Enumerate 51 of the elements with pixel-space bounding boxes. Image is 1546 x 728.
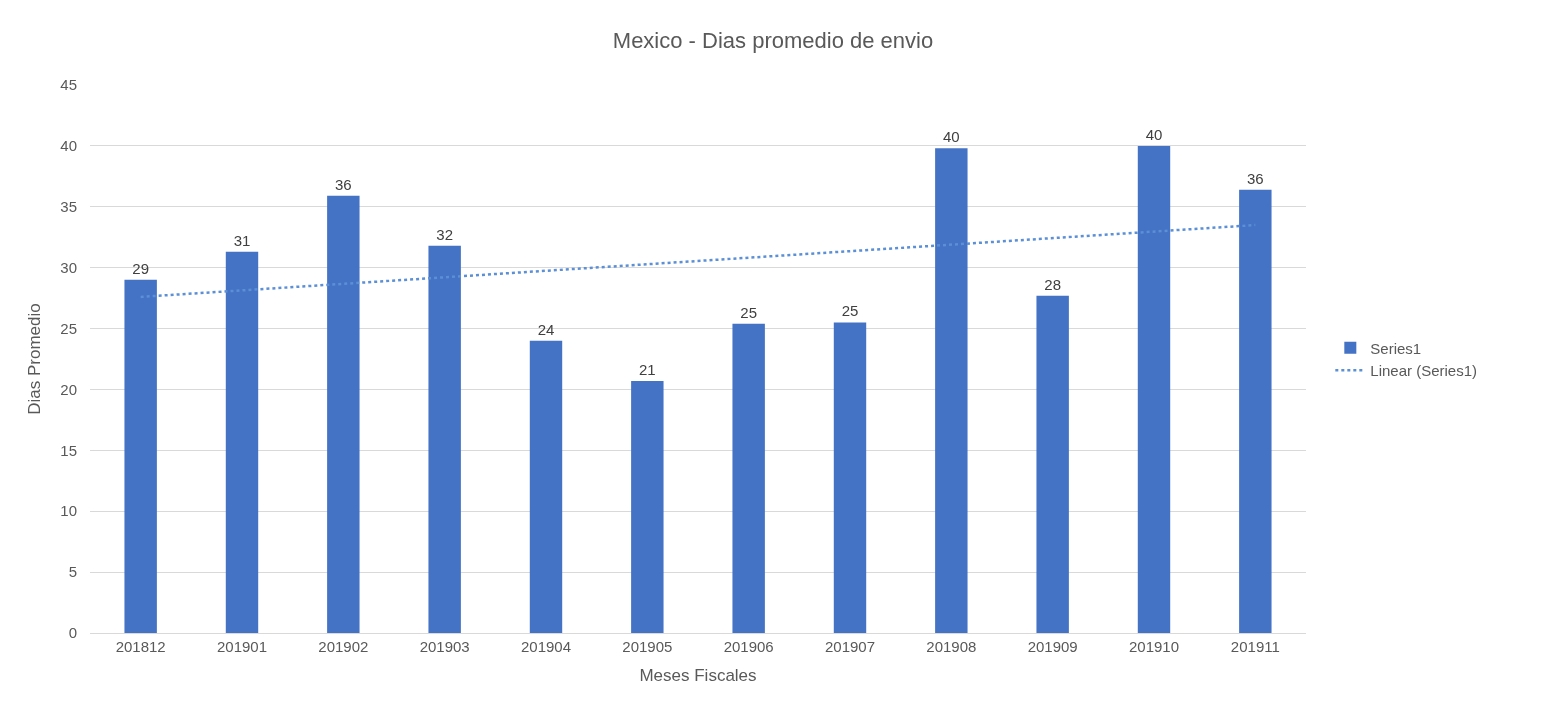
bar <box>833 322 867 633</box>
y-tick-label: 45 <box>60 76 77 94</box>
x-tick-label: 201906 <box>723 638 774 655</box>
data-label: 29 <box>132 259 150 277</box>
bar <box>732 323 765 633</box>
bar <box>327 195 360 633</box>
y-tick-label: 5 <box>68 563 77 581</box>
legend-label: Series1 <box>1370 339 1422 357</box>
data-label: 25 <box>740 303 758 321</box>
x-tick-label: 201908 <box>926 638 977 655</box>
data-label: 32 <box>436 225 454 243</box>
y-tick-label: 20 <box>60 380 77 398</box>
x-tick-label: 201910 <box>1128 638 1180 655</box>
x-tick-label: 201905 <box>622 638 673 655</box>
bar <box>1137 145 1171 633</box>
y-tick-label: 0 <box>68 624 77 642</box>
bar <box>1036 295 1069 633</box>
x-tick-label: 201911 <box>1230 638 1280 655</box>
chart-title: Mexico - Dias promedio de envio <box>612 28 934 54</box>
y-axis-title: Dias Promedio <box>24 303 44 415</box>
x-tick-label: 201902 <box>318 638 369 655</box>
data-label: 36 <box>1246 169 1264 187</box>
x-tick-label: 201909 <box>1027 638 1078 655</box>
x-tick-label: 201903 <box>419 638 470 655</box>
y-tick-label: 35 <box>60 198 77 216</box>
data-label: 36 <box>334 175 352 193</box>
x-axis-title: Meses Fiscales <box>639 666 757 686</box>
x-tick-label: 201901 <box>216 638 268 655</box>
y-tick-label: 25 <box>60 319 77 337</box>
bar <box>935 148 968 633</box>
y-tick-label: 10 <box>60 502 77 520</box>
x-tick-label: 201812 <box>115 638 166 655</box>
bar <box>428 245 461 633</box>
data-label: 25 <box>841 302 859 320</box>
x-tick-label: 201907 <box>824 638 876 655</box>
data-label: 40 <box>942 128 960 146</box>
legend-label: Linear (Series1) <box>1370 362 1478 380</box>
bar <box>1239 189 1272 633</box>
x-tick-label: 201904 <box>520 638 572 655</box>
y-tick-label: 40 <box>60 137 77 155</box>
bar <box>529 340 563 633</box>
y-tick-label: 30 <box>60 258 77 276</box>
y-tick-label: 15 <box>60 441 77 459</box>
data-label: 31 <box>233 231 251 249</box>
data-label: 24 <box>537 320 555 338</box>
bar <box>124 279 157 633</box>
data-label: 21 <box>638 360 656 378</box>
bar <box>631 380 664 633</box>
data-label: 28 <box>1044 275 1062 293</box>
data-label: 40 <box>1145 125 1163 143</box>
bar <box>225 251 259 633</box>
